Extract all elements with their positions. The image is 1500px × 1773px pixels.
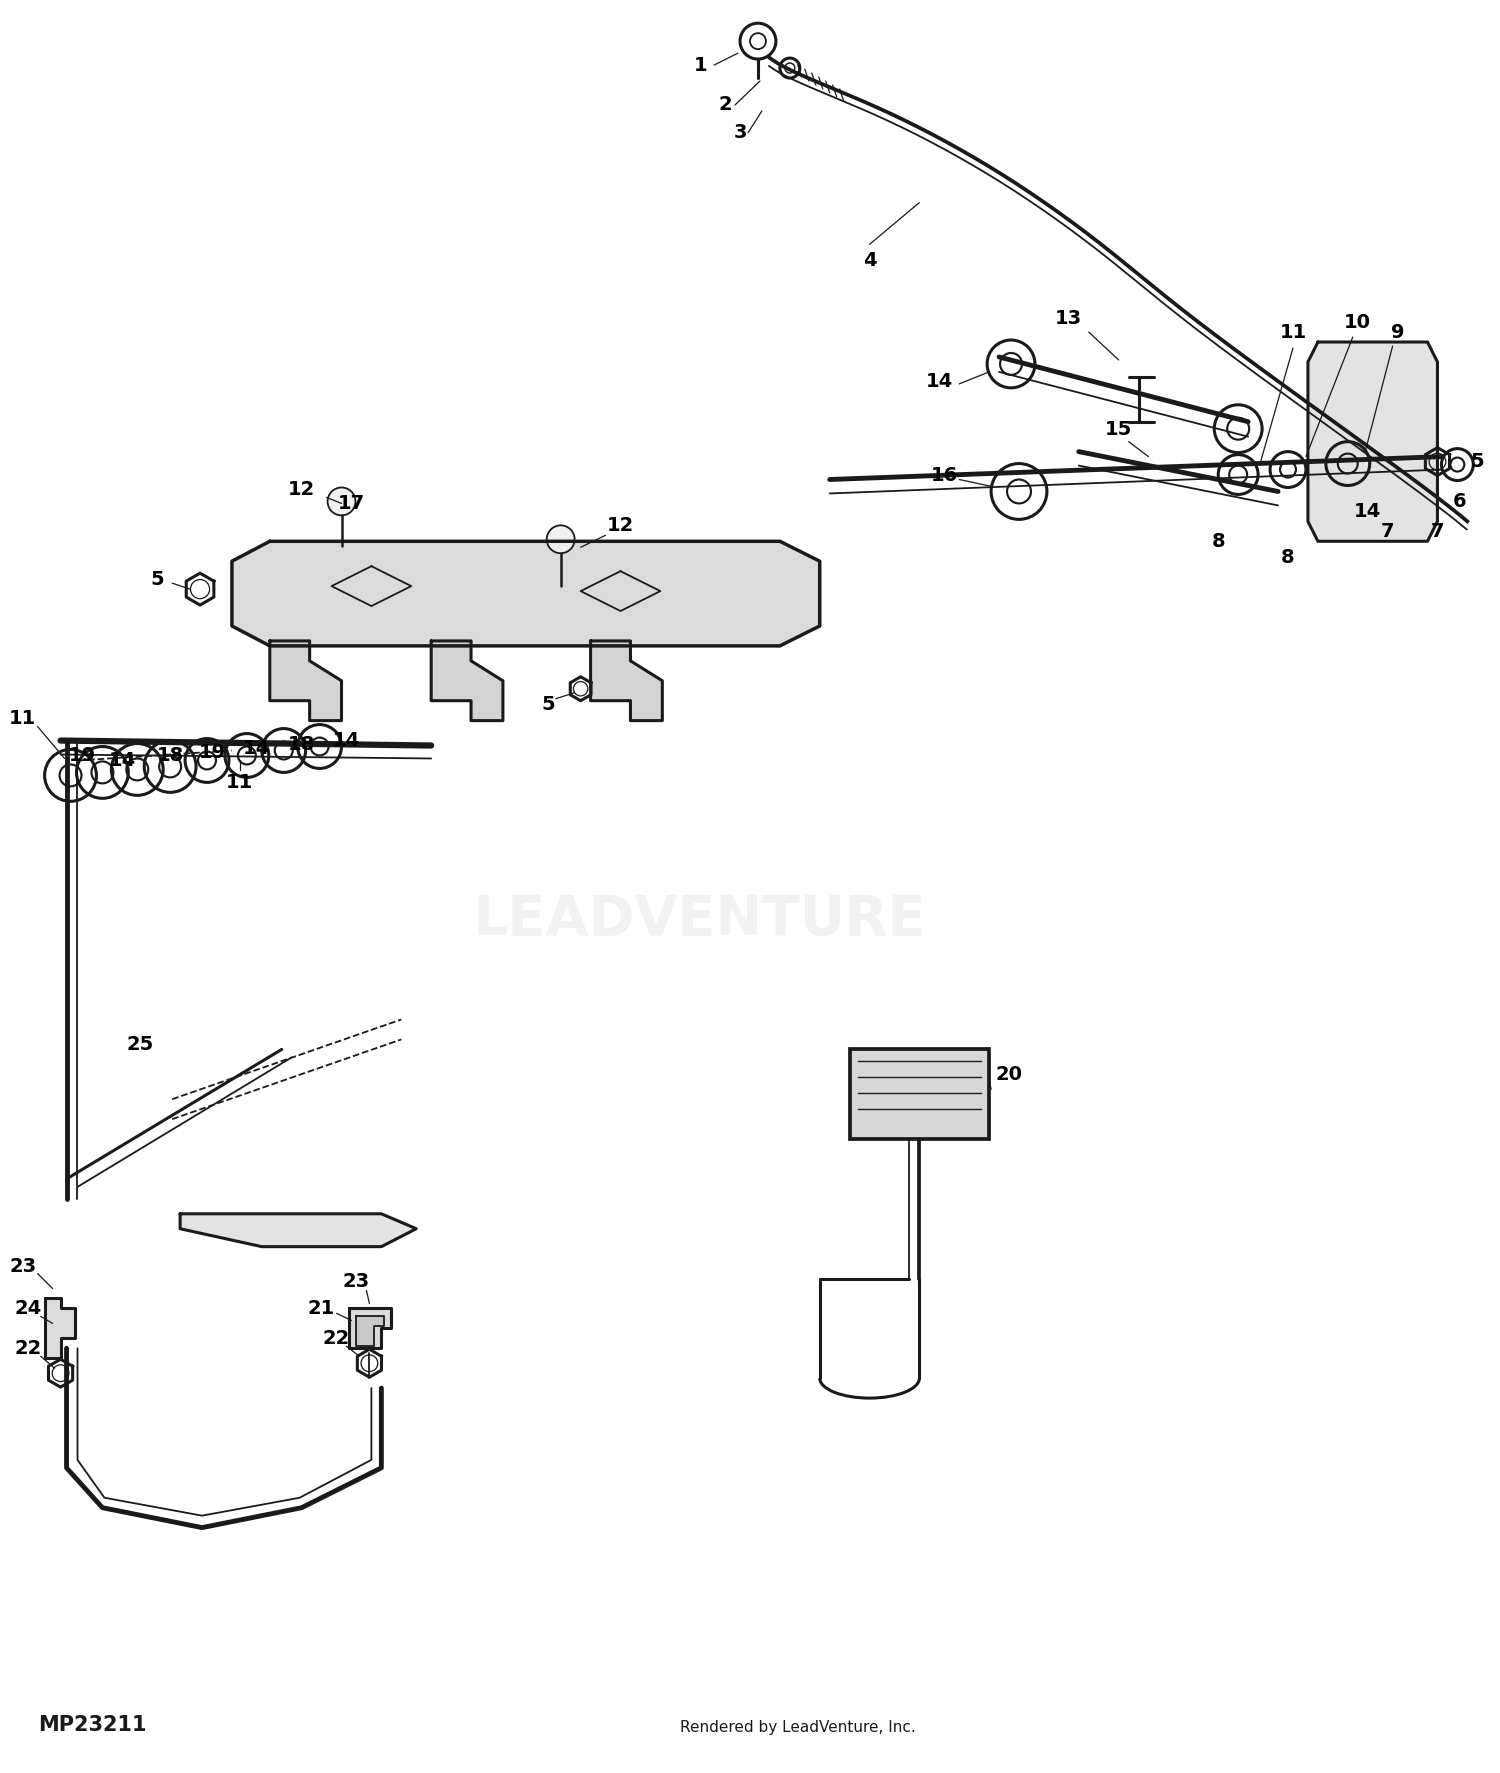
Text: 2: 2: [718, 96, 732, 115]
Text: 14: 14: [333, 730, 360, 750]
Polygon shape: [232, 541, 819, 645]
Text: 19: 19: [198, 743, 225, 762]
Text: 24: 24: [13, 1300, 42, 1317]
Polygon shape: [350, 1308, 392, 1347]
Text: 4: 4: [862, 250, 876, 269]
Text: 14: 14: [926, 372, 952, 392]
Polygon shape: [180, 1215, 416, 1246]
Text: 9: 9: [1390, 323, 1404, 342]
Text: 23: 23: [9, 1257, 36, 1277]
Text: Rendered by LeadVenture, Inc.: Rendered by LeadVenture, Inc.: [681, 1720, 916, 1734]
Text: 25: 25: [126, 1035, 154, 1053]
Circle shape: [548, 525, 574, 553]
Text: 7: 7: [1382, 521, 1395, 541]
Text: 17: 17: [338, 495, 364, 512]
Polygon shape: [270, 640, 342, 720]
Text: 5: 5: [542, 695, 555, 715]
Text: 14: 14: [243, 739, 270, 759]
Text: 21: 21: [308, 1300, 334, 1317]
Text: 5: 5: [150, 569, 164, 589]
Text: 11: 11: [9, 709, 36, 729]
Text: 22: 22: [322, 1328, 350, 1347]
Polygon shape: [591, 640, 663, 720]
Text: 12: 12: [288, 480, 315, 498]
Text: 16: 16: [930, 466, 958, 486]
Text: 12: 12: [608, 516, 634, 535]
Text: 1: 1: [693, 55, 706, 74]
Text: 13: 13: [1056, 309, 1083, 328]
Text: 10: 10: [1344, 312, 1371, 332]
Text: 22: 22: [13, 1339, 42, 1358]
Text: 18: 18: [288, 736, 315, 754]
Text: 23: 23: [344, 1271, 370, 1291]
Text: 6: 6: [1452, 491, 1466, 511]
Polygon shape: [357, 1316, 384, 1346]
Text: 11: 11: [1280, 323, 1306, 342]
Text: 20: 20: [996, 1066, 1023, 1083]
Text: 14: 14: [108, 752, 136, 769]
Text: 14: 14: [1354, 502, 1382, 521]
Bar: [849, 1050, 988, 1138]
Text: 3: 3: [734, 124, 747, 142]
Circle shape: [327, 488, 356, 516]
Text: 7: 7: [1431, 521, 1444, 541]
Polygon shape: [430, 640, 502, 720]
Text: 15: 15: [1106, 420, 1132, 440]
Text: 11: 11: [226, 773, 254, 793]
Text: LEADVENTURE: LEADVENTURE: [474, 894, 927, 947]
Text: 18: 18: [156, 746, 184, 764]
Text: MP23211: MP23211: [38, 1714, 146, 1734]
Polygon shape: [1308, 342, 1437, 541]
Text: 8: 8: [1212, 532, 1225, 551]
Text: 8: 8: [1281, 548, 1294, 567]
Text: 5: 5: [1470, 452, 1484, 472]
Polygon shape: [45, 1298, 75, 1358]
Text: 19: 19: [69, 746, 96, 764]
